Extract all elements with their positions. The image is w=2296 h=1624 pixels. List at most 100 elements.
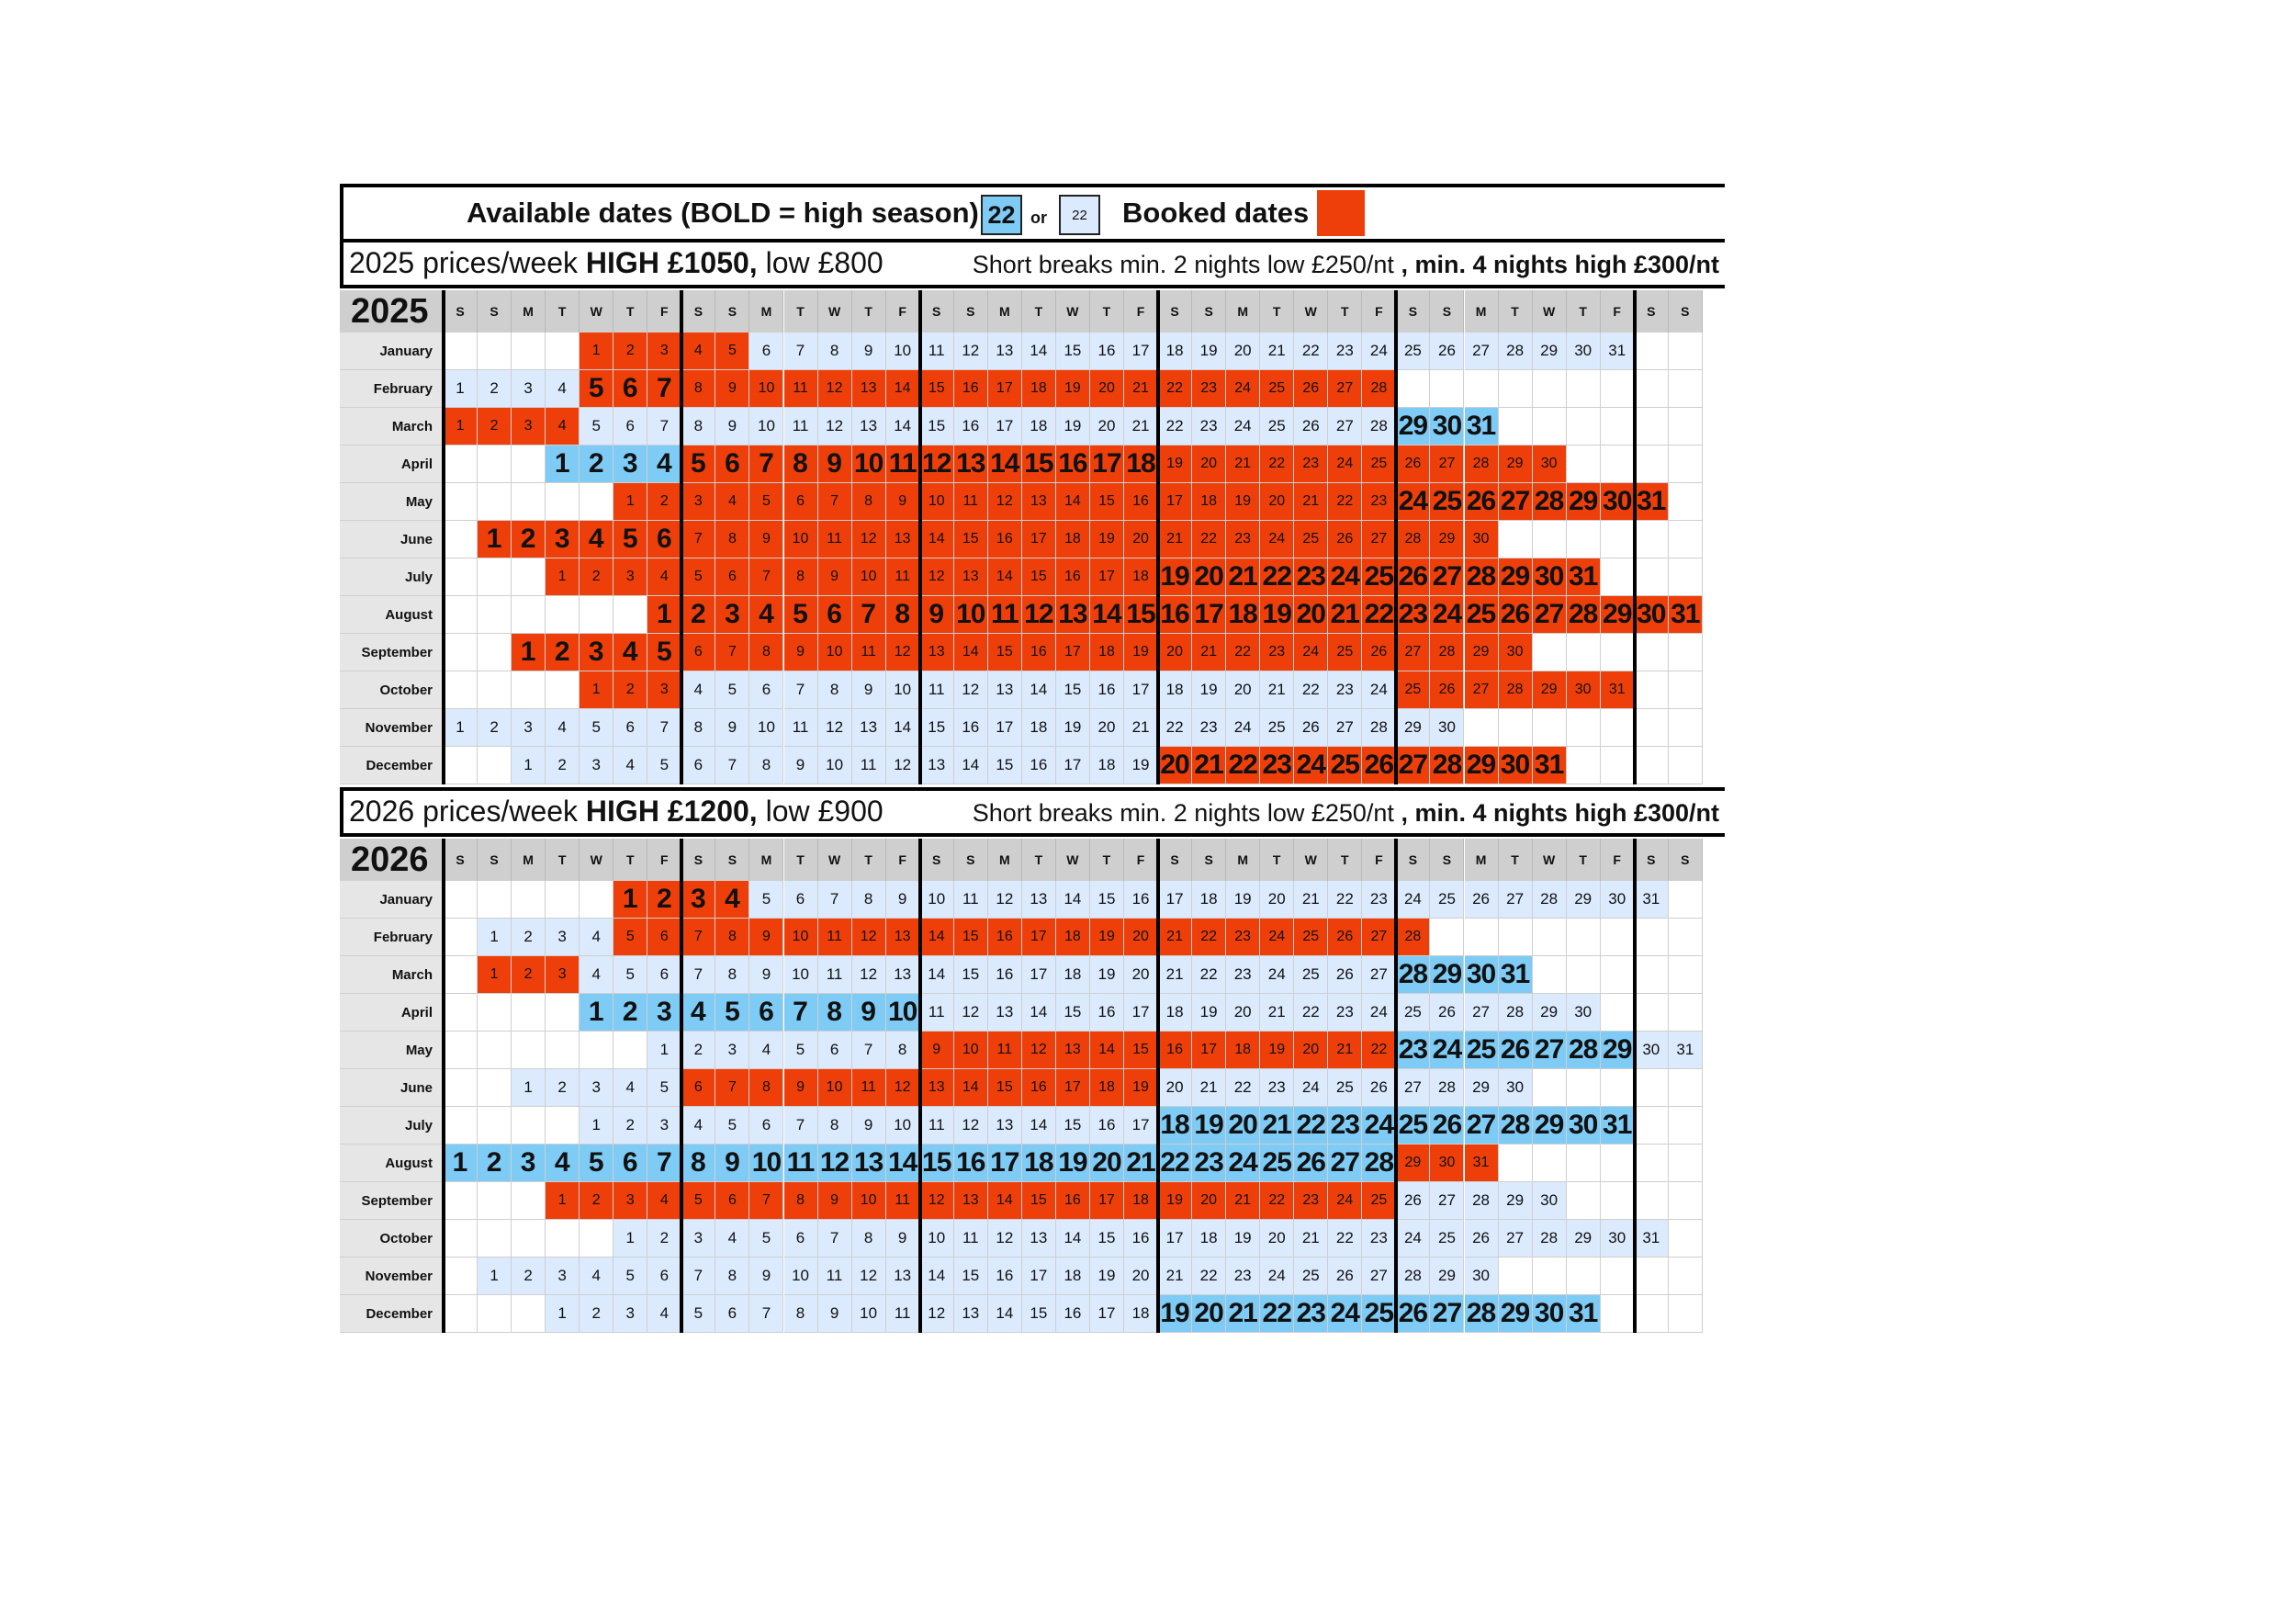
empty-cell bbox=[444, 1220, 478, 1257]
day-cell: 21 bbox=[1158, 919, 1193, 956]
day-cell: 21 bbox=[1328, 1032, 1363, 1069]
high-season-price: HIGH £1200, bbox=[585, 795, 758, 828]
day-cell: 12 bbox=[885, 634, 920, 671]
day-cell: 2 bbox=[478, 408, 512, 445]
day-cell: 2 bbox=[681, 596, 716, 634]
day-cell: 11 bbox=[919, 333, 954, 370]
day-cell: 5 bbox=[613, 1257, 648, 1295]
day-cell: 12 bbox=[817, 1145, 852, 1182]
day-cell: 30 bbox=[1464, 956, 1499, 994]
day-cell: 17 bbox=[1021, 919, 1056, 956]
day-cell: 8 bbox=[715, 956, 750, 994]
day-cell: 27 bbox=[1396, 747, 1431, 784]
day-cell: 27 bbox=[1362, 956, 1397, 994]
day-cell: 26 bbox=[1328, 919, 1363, 956]
day-cell: 2 bbox=[613, 333, 648, 370]
day-cell: 30 bbox=[1464, 1257, 1499, 1295]
empty-cell bbox=[1668, 1257, 1703, 1295]
day-cell: 28 bbox=[1498, 1107, 1533, 1145]
day-cell: 7 bbox=[647, 408, 682, 445]
day-cell: 29 bbox=[1600, 1032, 1635, 1069]
day-cell: 7 bbox=[647, 709, 682, 747]
day-cell: 26 bbox=[1396, 558, 1431, 596]
short-break-terms: Short breaks min. 2 nights low £250/nt ,… bbox=[973, 799, 1719, 828]
weekday-header: W bbox=[1294, 839, 1329, 881]
day-cell: 30 bbox=[1634, 596, 1669, 634]
day-cell: 15 bbox=[919, 370, 954, 408]
day-cell: 10 bbox=[783, 956, 818, 994]
day-cell: 27 bbox=[1464, 671, 1499, 709]
day-cell: 30 bbox=[1566, 671, 1601, 709]
week-divider bbox=[680, 290, 684, 784]
day-cell: 8 bbox=[681, 370, 716, 408]
weekday-header: W bbox=[817, 839, 852, 881]
week-divider bbox=[680, 839, 684, 1333]
day-cell: 19 bbox=[1158, 1295, 1193, 1333]
day-cell: 23 bbox=[1192, 1145, 1227, 1182]
day-cell: 5 bbox=[715, 994, 750, 1032]
month-label: April bbox=[340, 445, 442, 483]
day-cell: 24 bbox=[1328, 558, 1363, 596]
day-cell: 9 bbox=[715, 370, 750, 408]
empty-cell bbox=[1668, 1145, 1703, 1182]
weekday-header: S bbox=[1634, 290, 1669, 333]
day-cell: 26 bbox=[1464, 881, 1499, 919]
day-cell: 14 bbox=[885, 709, 920, 747]
empty-cell bbox=[546, 881, 580, 919]
day-cell: 18 bbox=[1021, 370, 1056, 408]
day-cell: 17 bbox=[1021, 521, 1056, 558]
empty-cell bbox=[1668, 994, 1703, 1032]
day-cell: 15 bbox=[987, 634, 1022, 671]
day-cell: 29 bbox=[1498, 1295, 1533, 1333]
empty-cell bbox=[1566, 445, 1601, 483]
day-cell: 16 bbox=[1021, 1069, 1056, 1107]
day-cell: 16 bbox=[953, 408, 988, 445]
day-cell: 6 bbox=[715, 1182, 750, 1220]
day-cell: 5 bbox=[681, 558, 716, 596]
empty-cell bbox=[1430, 370, 1465, 408]
day-cell: 21 bbox=[1192, 634, 1227, 671]
day-cell: 1 bbox=[546, 445, 580, 483]
day-cell: 28 bbox=[1396, 919, 1431, 956]
day-cell: 29 bbox=[1396, 408, 1431, 445]
day-cell: 25 bbox=[1294, 1257, 1329, 1295]
day-cell: 17 bbox=[1158, 1220, 1193, 1257]
empty-cell bbox=[546, 994, 580, 1032]
empty-cell bbox=[1668, 747, 1703, 784]
day-cell: 16 bbox=[1021, 747, 1056, 784]
day-cell: 19 bbox=[1260, 596, 1295, 634]
month-label: May bbox=[340, 1032, 442, 1069]
day-cell: 19 bbox=[1158, 1182, 1193, 1220]
day-cell: 10 bbox=[783, 521, 818, 558]
day-cell: 1 bbox=[444, 408, 478, 445]
day-cell: 15 bbox=[1021, 445, 1056, 483]
day-cell: 24 bbox=[1362, 994, 1397, 1032]
day-cell: 4 bbox=[546, 370, 580, 408]
weekday-header: W bbox=[817, 290, 852, 333]
day-cell: 7 bbox=[851, 1032, 886, 1069]
weekday-header: S bbox=[1668, 290, 1703, 333]
day-cell: 22 bbox=[1328, 881, 1363, 919]
day-cell: 23 bbox=[1294, 1182, 1329, 1220]
day-cell: 8 bbox=[749, 1069, 784, 1107]
day-cell: 12 bbox=[953, 994, 988, 1032]
empty-cell bbox=[1566, 956, 1601, 994]
empty-cell bbox=[1634, 1069, 1669, 1107]
day-cell: 11 bbox=[919, 1107, 954, 1145]
day-cell: 13 bbox=[851, 709, 886, 747]
day-cell: 27 bbox=[1328, 370, 1363, 408]
day-cell: 21 bbox=[1158, 1257, 1193, 1295]
day-cell: 3 bbox=[580, 634, 614, 671]
day-cell: 1 bbox=[613, 1220, 648, 1257]
empty-cell bbox=[1532, 1145, 1567, 1182]
day-cell: 3 bbox=[715, 1032, 750, 1069]
day-cell: 27 bbox=[1430, 445, 1465, 483]
month-label: June bbox=[340, 1069, 442, 1107]
day-cell: 15 bbox=[953, 956, 988, 994]
weekday-header: T bbox=[783, 839, 818, 881]
day-cell: 13 bbox=[1055, 596, 1090, 634]
day-cell: 15 bbox=[1055, 333, 1090, 370]
day-cell: 29 bbox=[1396, 709, 1431, 747]
day-cell: 12 bbox=[953, 671, 988, 709]
weekday-header: S bbox=[919, 290, 954, 333]
